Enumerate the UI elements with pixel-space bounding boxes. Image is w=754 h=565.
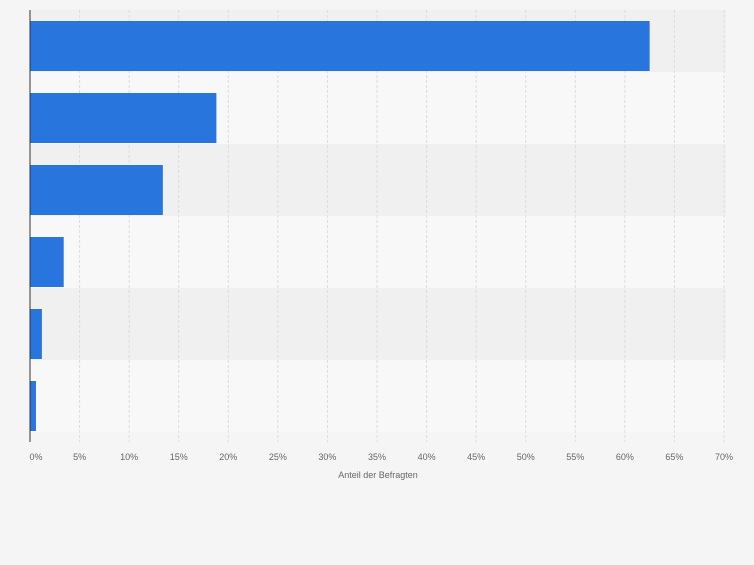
x-tick-label: 5% [73, 452, 86, 462]
bars [30, 21, 650, 431]
x-tick-label: 20% [219, 452, 237, 462]
x-tick-label: 0% [29, 452, 42, 462]
x-tick-label: 30% [318, 452, 336, 462]
row-band [30, 216, 726, 288]
x-tick-label: 15% [170, 452, 188, 462]
x-tick-label: 25% [269, 452, 287, 462]
x-axis-label: Anteil der Befragten [338, 470, 418, 480]
row-band [30, 288, 726, 360]
x-tick-label: 35% [368, 452, 386, 462]
x-tick-label: 65% [665, 452, 683, 462]
x-tick-label: 50% [517, 452, 535, 462]
bar [30, 381, 36, 431]
x-tick-label: 10% [120, 452, 138, 462]
bar [30, 93, 217, 143]
x-tick-labels: 0% 5% 10% 15% 20% 25% 30% 35% 40% 45% 50% 55% 60% 65%… [29, 452, 733, 462]
gridlines [79, 10, 725, 442]
x-tick-label: 70% [715, 452, 733, 462]
bar [30, 237, 64, 287]
bar [30, 309, 42, 359]
x-tick-label: 60% [616, 452, 634, 462]
row-bands [30, 10, 726, 432]
row-band [30, 360, 726, 432]
x-tick-label: 55% [566, 452, 584, 462]
bar [30, 21, 650, 71]
x-tick-label: 40% [418, 452, 436, 462]
bar [30, 165, 163, 215]
x-tick-label: 45% [467, 452, 485, 462]
